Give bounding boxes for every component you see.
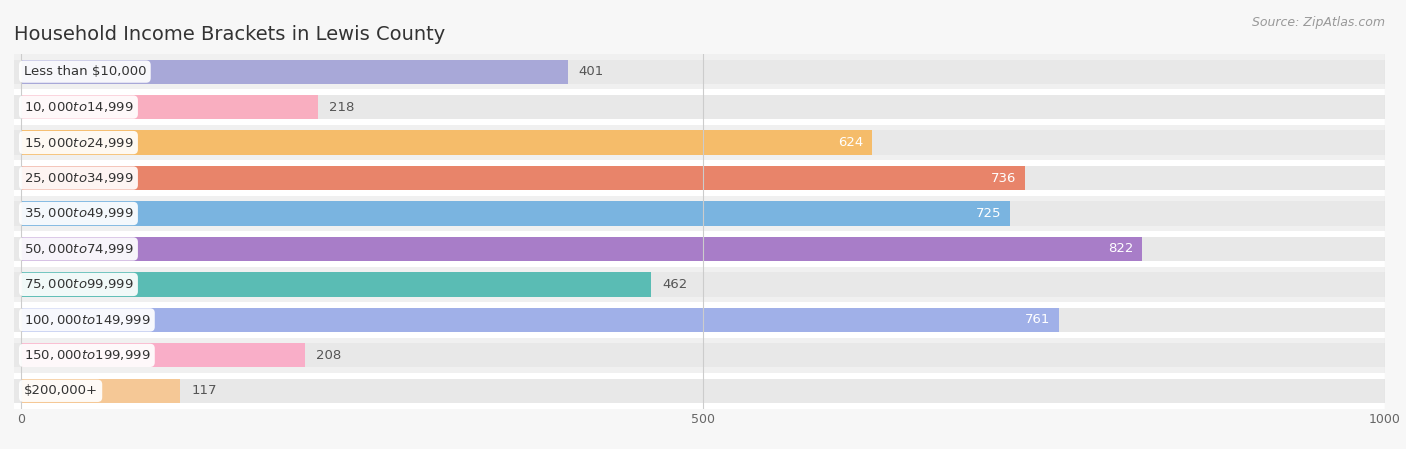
Bar — [14, 379, 1385, 403]
Text: $200,000+: $200,000+ — [24, 384, 97, 397]
Bar — [14, 166, 1385, 190]
Bar — [21, 343, 305, 367]
Text: Less than $10,000: Less than $10,000 — [24, 65, 146, 78]
Bar — [14, 89, 1385, 125]
Text: 117: 117 — [191, 384, 217, 397]
Bar — [14, 267, 1385, 302]
Text: 208: 208 — [315, 349, 340, 362]
Text: 624: 624 — [838, 136, 863, 149]
Bar — [14, 160, 1385, 196]
Text: $25,000 to $34,999: $25,000 to $34,999 — [24, 171, 134, 185]
Text: $100,000 to $149,999: $100,000 to $149,999 — [24, 313, 150, 327]
Bar — [14, 95, 1385, 119]
Bar — [14, 302, 1385, 338]
Bar — [14, 373, 1385, 409]
Bar — [14, 343, 1385, 367]
Bar — [21, 131, 872, 154]
Bar — [21, 166, 1025, 190]
Bar — [14, 273, 1385, 296]
Text: $50,000 to $74,999: $50,000 to $74,999 — [24, 242, 134, 256]
Text: 725: 725 — [976, 207, 1001, 220]
Text: 218: 218 — [329, 101, 354, 114]
Bar — [21, 95, 318, 119]
Text: 401: 401 — [579, 65, 605, 78]
Bar — [14, 338, 1385, 373]
Text: $75,000 to $99,999: $75,000 to $99,999 — [24, 277, 134, 291]
Bar — [21, 60, 568, 84]
Bar — [14, 231, 1385, 267]
Bar — [21, 202, 1010, 225]
Text: 761: 761 — [1025, 313, 1050, 326]
Bar — [14, 202, 1385, 225]
Bar — [14, 125, 1385, 160]
Bar — [14, 54, 1385, 89]
Text: $35,000 to $49,999: $35,000 to $49,999 — [24, 207, 134, 220]
Bar — [14, 237, 1385, 261]
Bar — [14, 196, 1385, 231]
Text: 822: 822 — [1108, 242, 1133, 255]
Text: 736: 736 — [991, 172, 1017, 185]
Text: 462: 462 — [662, 278, 688, 291]
Text: $10,000 to $14,999: $10,000 to $14,999 — [24, 100, 134, 114]
Text: Source: ZipAtlas.com: Source: ZipAtlas.com — [1251, 16, 1385, 29]
Bar — [14, 60, 1385, 84]
Bar — [14, 131, 1385, 154]
Text: $150,000 to $199,999: $150,000 to $199,999 — [24, 348, 150, 362]
Text: $15,000 to $24,999: $15,000 to $24,999 — [24, 136, 134, 150]
Text: Household Income Brackets in Lewis County: Household Income Brackets in Lewis Count… — [14, 25, 446, 44]
Bar — [21, 308, 1059, 332]
Bar — [21, 237, 1142, 261]
Bar — [21, 379, 180, 403]
Bar — [21, 273, 651, 296]
Bar — [14, 308, 1385, 332]
